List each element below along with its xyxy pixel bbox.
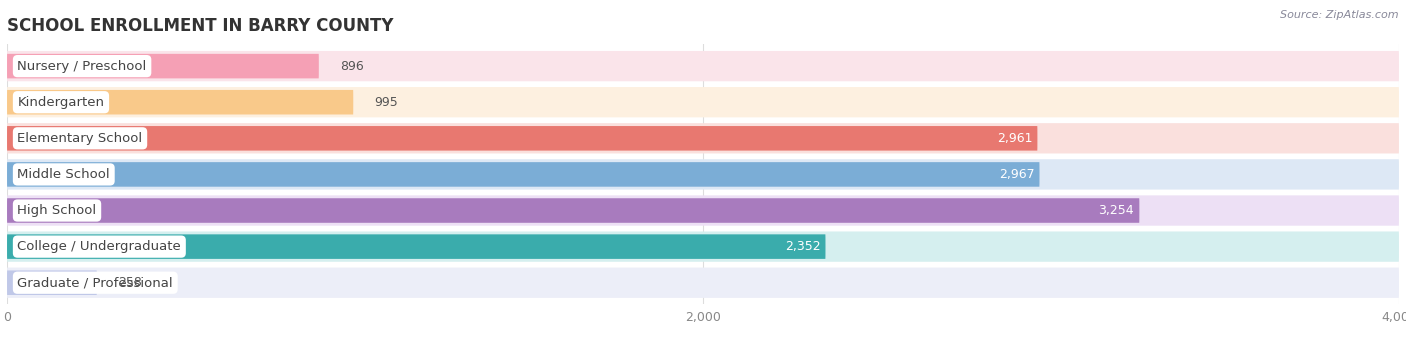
FancyBboxPatch shape — [7, 198, 1139, 223]
Text: Middle School: Middle School — [17, 168, 110, 181]
FancyBboxPatch shape — [7, 271, 97, 295]
Text: 258: 258 — [118, 276, 142, 289]
FancyBboxPatch shape — [7, 234, 825, 259]
FancyBboxPatch shape — [7, 267, 1399, 298]
Text: 995: 995 — [374, 96, 398, 109]
Text: 896: 896 — [340, 60, 364, 73]
FancyBboxPatch shape — [7, 232, 1399, 262]
FancyBboxPatch shape — [7, 195, 1399, 226]
Text: Kindergarten: Kindergarten — [17, 96, 104, 109]
Text: Elementary School: Elementary School — [17, 132, 142, 145]
FancyBboxPatch shape — [7, 159, 1399, 189]
FancyBboxPatch shape — [7, 87, 1399, 117]
Text: High School: High School — [17, 204, 97, 217]
FancyBboxPatch shape — [7, 123, 1399, 154]
FancyBboxPatch shape — [7, 54, 319, 78]
Text: Source: ZipAtlas.com: Source: ZipAtlas.com — [1281, 10, 1399, 20]
Text: 3,254: 3,254 — [1098, 204, 1135, 217]
Text: 2,961: 2,961 — [997, 132, 1032, 145]
FancyBboxPatch shape — [7, 90, 353, 115]
FancyBboxPatch shape — [7, 162, 1039, 187]
Text: 2,967: 2,967 — [998, 168, 1035, 181]
Text: SCHOOL ENROLLMENT IN BARRY COUNTY: SCHOOL ENROLLMENT IN BARRY COUNTY — [7, 16, 394, 35]
Text: Nursery / Preschool: Nursery / Preschool — [17, 60, 146, 73]
Text: Graduate / Professional: Graduate / Professional — [17, 276, 173, 289]
Text: 2,352: 2,352 — [785, 240, 820, 253]
FancyBboxPatch shape — [7, 126, 1038, 150]
Text: College / Undergraduate: College / Undergraduate — [17, 240, 181, 253]
FancyBboxPatch shape — [7, 51, 1399, 81]
